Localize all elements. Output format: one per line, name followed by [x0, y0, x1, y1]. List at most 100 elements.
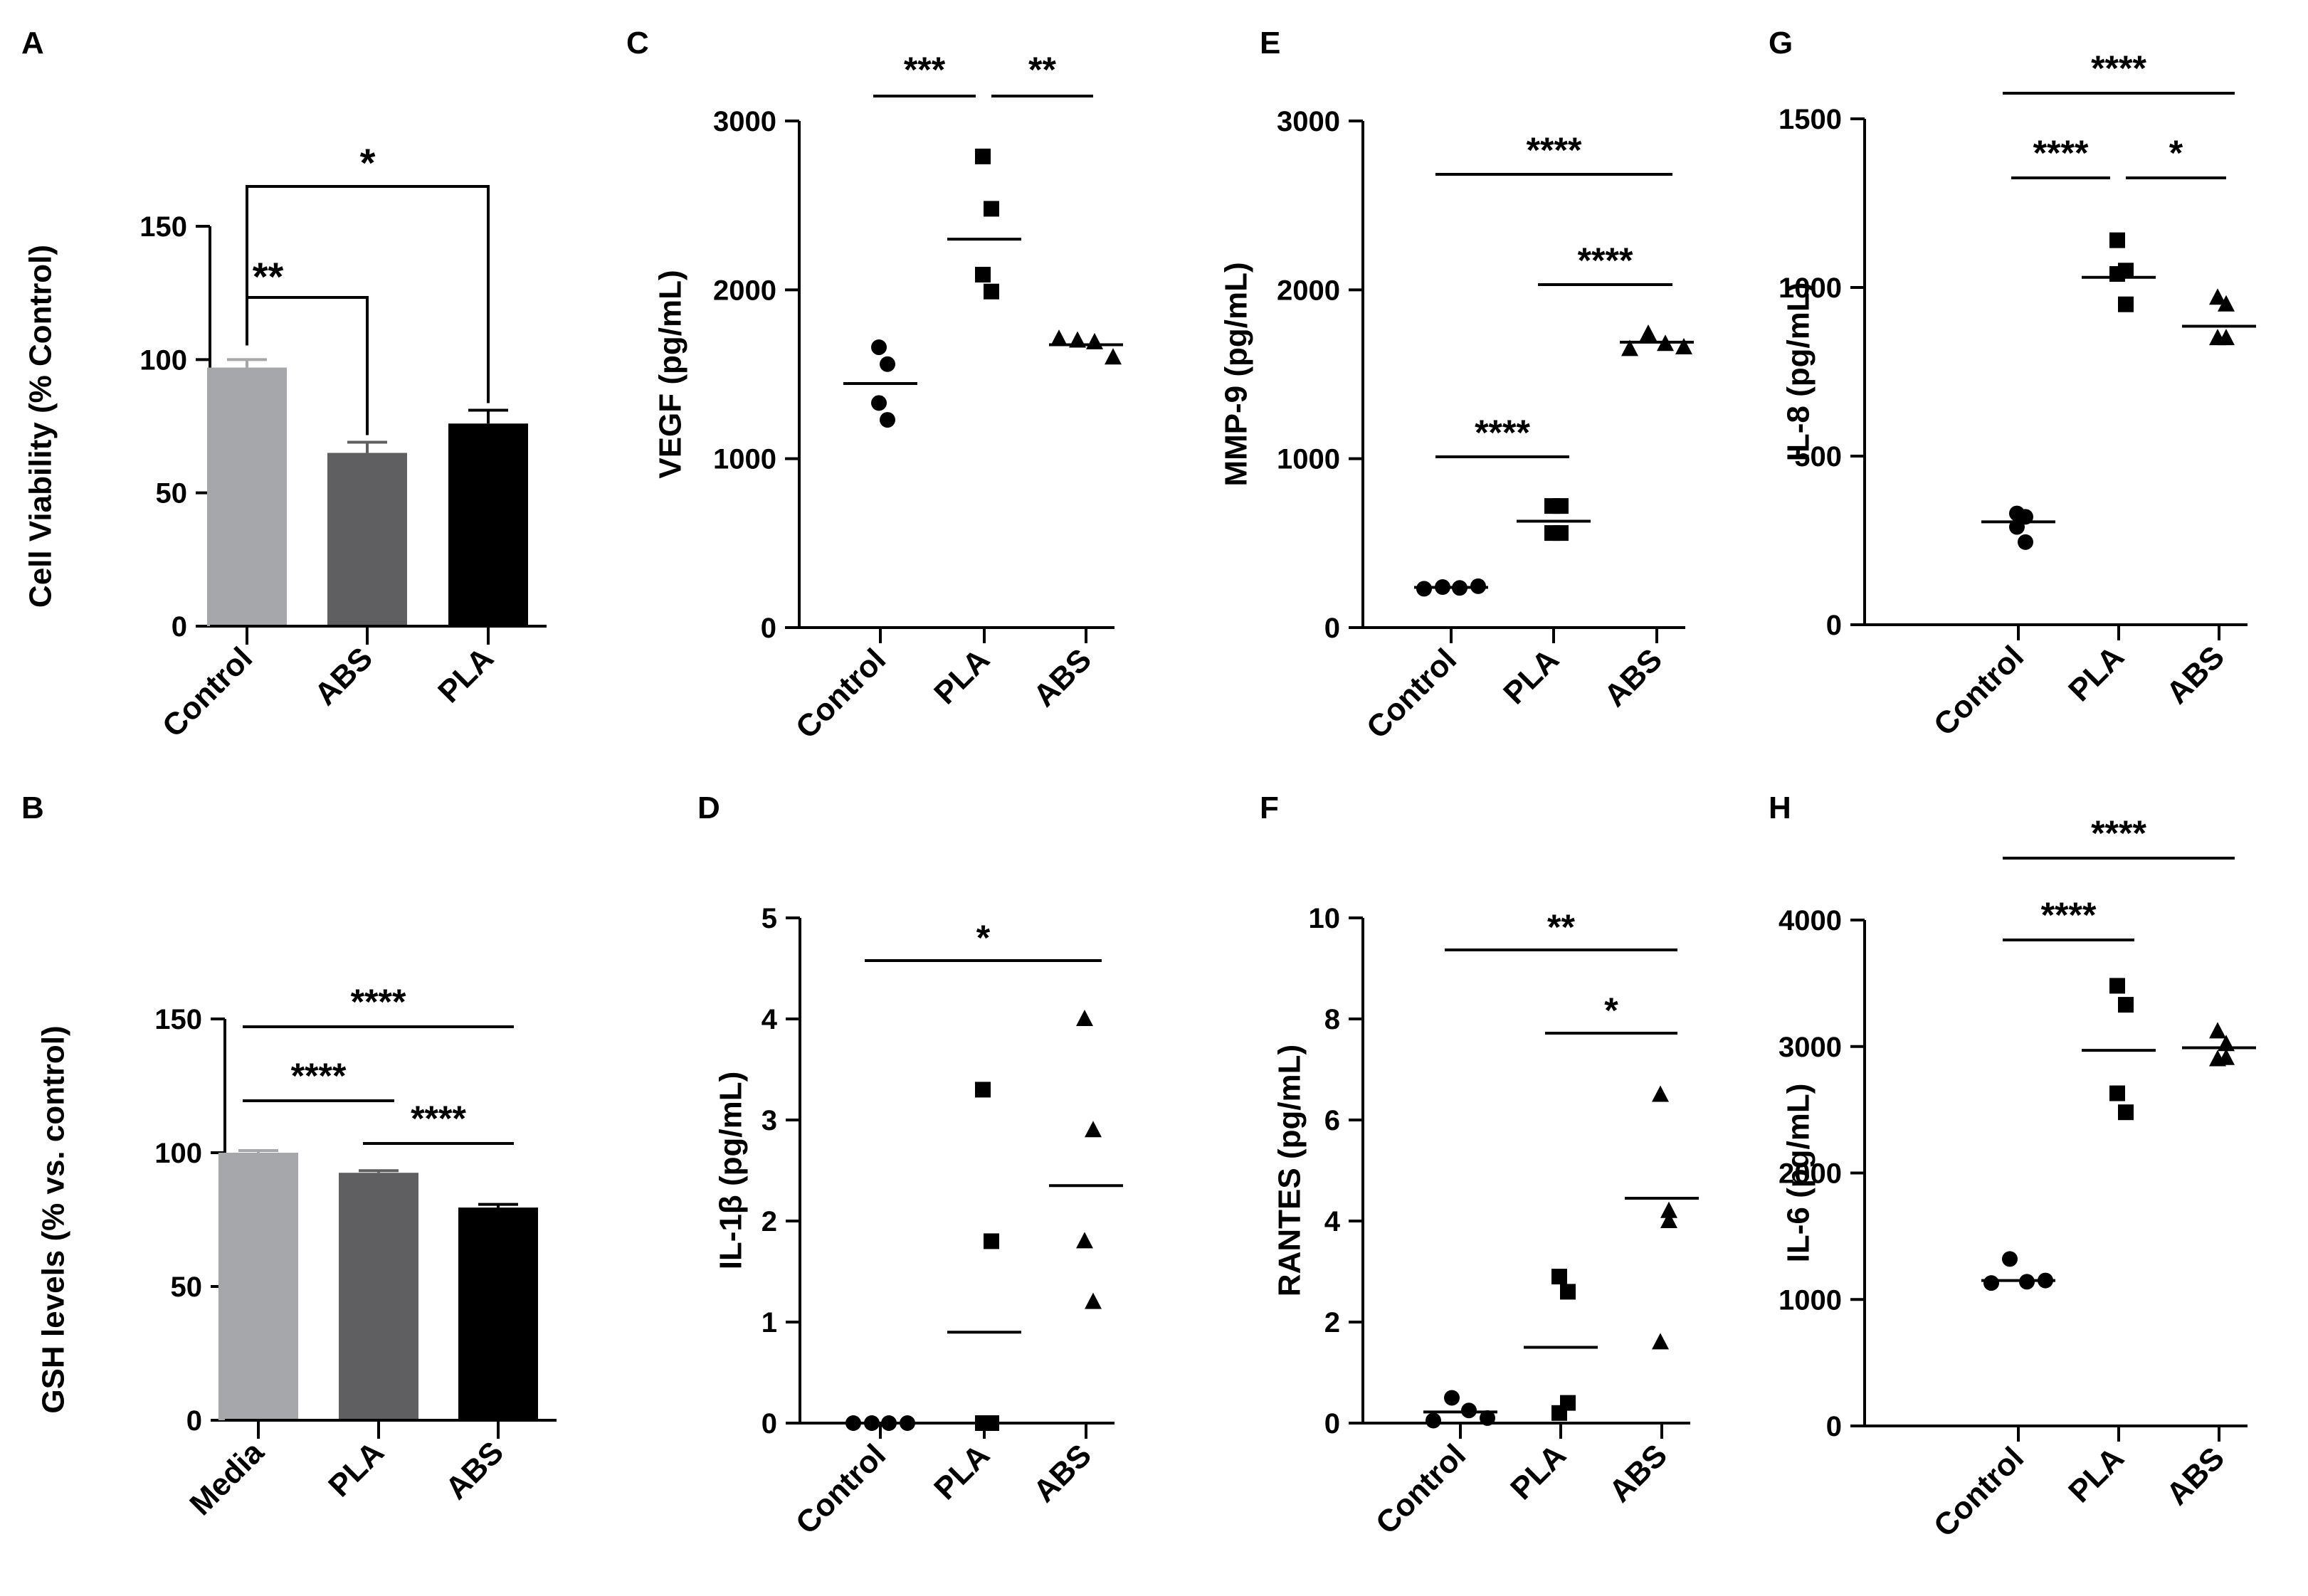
data-point: [1660, 1212, 1677, 1228]
panel-letter: F: [1260, 791, 1279, 825]
series-pla: [947, 1082, 1021, 1431]
y-tick-label: 2: [1324, 1307, 1340, 1338]
x-tick-label: Control: [1927, 1440, 2030, 1543]
x-tick-label: Control: [1927, 639, 2030, 742]
y-tick-label: 2: [762, 1206, 777, 1237]
y-axis-label: Cell Viability (% Control): [23, 245, 58, 608]
x-tick-label: PLA: [927, 1437, 996, 1506]
y-tick-label: 100: [139, 344, 187, 376]
x-tick-label: ABS: [2160, 639, 2231, 710]
data-point: [975, 1082, 991, 1098]
panel-letter: D: [697, 791, 720, 825]
significance-label: ****: [2033, 133, 2089, 173]
panel-c: C 0 1000 2000 3000 VEGF (pg/mL) Control PLA ABS *…: [626, 26, 1123, 746]
data-point: [2109, 232, 2125, 248]
significance-label: ****: [2091, 813, 2146, 853]
y-tick-label: 0: [172, 611, 187, 643]
series-control: [843, 339, 917, 428]
y-tick-label: 1000: [1779, 1284, 1842, 1316]
y-tick-label: 150: [154, 1004, 202, 1035]
y-tick-label: 4: [1324, 1206, 1341, 1237]
series-abs: [1049, 329, 1123, 365]
panel-letter: E: [1260, 26, 1280, 60]
y-tick-label: 100: [154, 1138, 202, 1169]
data-point: [1076, 1010, 1093, 1026]
data-point: [1444, 1390, 1460, 1406]
data-point: [984, 1233, 999, 1249]
x-tick-label: Media: [183, 1434, 270, 1522]
data-point: [871, 395, 887, 411]
x-tick-label: ABS: [1027, 1437, 1098, 1508]
significance-label: ****: [411, 1099, 466, 1138]
data-point: [1652, 1333, 1669, 1350]
x-tick-label: Control: [1360, 642, 1463, 745]
data-point: [1076, 1232, 1093, 1249]
data-point: [2209, 288, 2226, 305]
y-axis-label: VEGF (pg/mL): [653, 270, 688, 478]
bar-abs: [458, 1207, 538, 1420]
data-point: [2218, 1048, 2235, 1065]
y-tick-label: 1000: [1779, 273, 1842, 304]
panel-d: D 0 1 2 3 4 5 IL-1β (pg/mL) Control PLA ABS *: [697, 791, 1123, 1541]
y-axis-label: IL-1β (pg/mL): [714, 1072, 749, 1270]
data-point: [1085, 1121, 1102, 1138]
data-point: [984, 1415, 999, 1431]
y-axis-label: RANTES (pg/mL): [1272, 1045, 1307, 1296]
data-point: [1461, 1402, 1477, 1419]
y-tick-label: 50: [156, 478, 188, 509]
y-tick-label: 4: [762, 1004, 778, 1035]
y-tick-label: 2000: [713, 275, 776, 306]
x-tick-label: PLA: [1497, 642, 1566, 711]
significance-label: ****: [1578, 241, 1633, 280]
series-pla: [2082, 978, 2156, 1121]
bar-abs: [327, 453, 407, 626]
significance-label: ****: [2041, 895, 2097, 935]
x-tick-label: ABS: [439, 1434, 510, 1506]
data-point: [1050, 329, 1068, 347]
x-tick-label: ABS: [308, 640, 379, 712]
y-tick-label: 3000: [1779, 1032, 1842, 1063]
y-tick-label: 50: [171, 1272, 203, 1303]
significance-label: *: [360, 140, 376, 185]
x-tick-label: ABS: [1027, 642, 1098, 713]
y-tick-label: 1: [762, 1307, 777, 1338]
y-tick-label: 0: [1324, 1408, 1340, 1439]
y-tick-label: 4000: [1779, 905, 1842, 936]
data-point: [1675, 338, 1692, 355]
data-point: [871, 339, 887, 356]
y-tick-label: 0: [1324, 613, 1340, 644]
data-point: [2118, 1104, 2134, 1121]
bar-media: [218, 1153, 298, 1420]
y-tick-label: 1000: [713, 444, 776, 475]
y-tick-label: 0: [1826, 1411, 1842, 1442]
significance-label: *: [976, 918, 991, 958]
x-tick-label: Control: [789, 642, 892, 745]
data-point: [1085, 1292, 1102, 1309]
data-point: [1660, 1201, 1677, 1218]
panel-letter: A: [21, 26, 44, 60]
y-axis-label: MMP-9 (pg/mL): [1219, 262, 1254, 486]
data-point: [1621, 339, 1638, 356]
series-pla: [2082, 232, 2156, 312]
data-point: [2218, 329, 2235, 346]
data-point: [1553, 525, 1569, 541]
series-abs: [1625, 1085, 1699, 1350]
x-tick-label: PLA: [431, 640, 500, 709]
y-tick-label: 3000: [713, 106, 776, 137]
y-tick-label: 6: [1324, 1105, 1340, 1136]
y-tick-label: 10: [1309, 903, 1341, 934]
y-tick-label: 2000: [1277, 275, 1340, 306]
y-tick-label: 5: [762, 903, 777, 934]
data-point: [1560, 1395, 1576, 1411]
data-point: [1480, 1410, 1495, 1426]
data-point: [2018, 534, 2033, 550]
data-point: [975, 266, 991, 282]
significance-label: **: [253, 254, 284, 299]
bar-control: [207, 367, 287, 626]
panel-letter: H: [1769, 791, 1791, 825]
series-pla: [1517, 498, 1591, 541]
significance-label: **: [1547, 907, 1575, 947]
y-tick-label: 150: [139, 211, 187, 243]
